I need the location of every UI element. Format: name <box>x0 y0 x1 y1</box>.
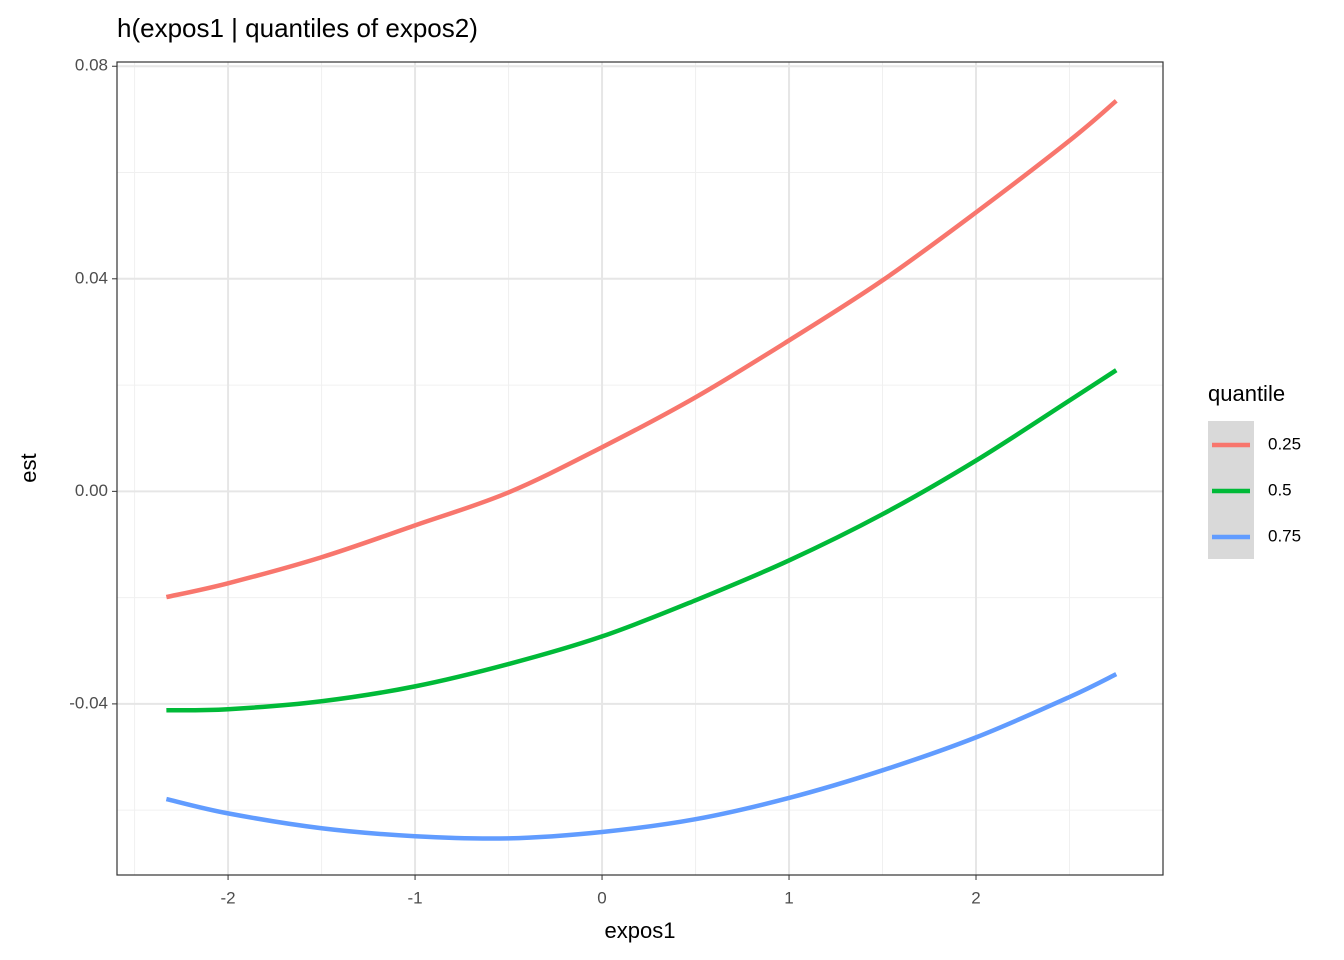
line <box>166 368 1118 713</box>
x-tick-label: 0 <box>597 888 606 907</box>
line <box>165 99 1118 600</box>
legend-title: quantile <box>1208 381 1285 406</box>
x-tick-label: 1 <box>784 888 793 907</box>
x-tick-label: -2 <box>221 888 236 907</box>
legend-label: 0.5 <box>1268 480 1292 499</box>
y-axis-label: est <box>16 453 41 482</box>
legend-label: 0.75 <box>1268 526 1301 545</box>
line <box>165 672 1118 841</box>
y-tick-label: 0.04 <box>75 268 108 287</box>
x-tick-label: 2 <box>971 888 980 907</box>
x-tick-label: -1 <box>407 888 422 907</box>
plot-border <box>116 61 1164 876</box>
y-tick-label: -0.04 <box>69 693 108 712</box>
legend-label: 0.25 <box>1268 434 1301 453</box>
chart-title: h(expos1 | quantiles of expos2) <box>117 13 478 43</box>
y-tick-label: 0.08 <box>75 56 108 75</box>
y-tick-label: 0.00 <box>75 481 108 500</box>
x-axis-label: expos1 <box>605 918 676 943</box>
